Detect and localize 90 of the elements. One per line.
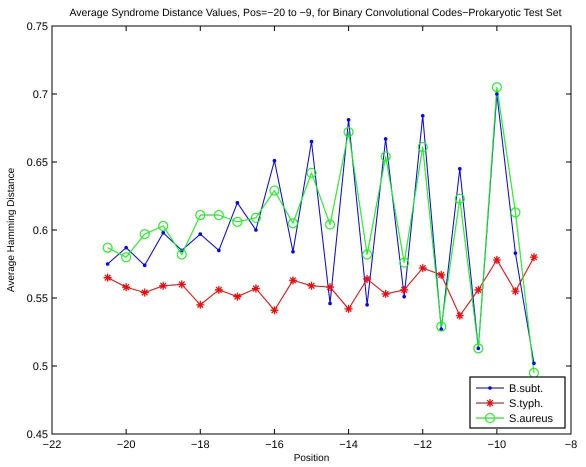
point [325,220,336,230]
point [254,228,258,232]
point [380,152,391,162]
point [399,258,410,268]
x-tick-label: −16 [265,439,284,451]
point [214,285,224,294]
point [251,284,260,294]
x-tick-label: −14 [339,439,358,451]
point [236,201,240,205]
point [454,194,465,204]
point [474,285,483,294]
point [514,251,518,255]
point [325,282,335,292]
y-tick-label: 0.55 [26,293,48,305]
x-tick-label: −12 [413,439,432,451]
point [346,118,350,122]
point [103,273,112,282]
point [140,229,150,240]
point [214,210,224,220]
point [288,276,298,285]
point [124,246,128,250]
legend-label: S.aureus [509,413,554,425]
point [362,274,372,284]
y-tick-label: 0.6 [32,225,48,237]
point [291,250,295,254]
point [140,288,150,298]
point [269,186,280,196]
point [436,270,446,280]
point [473,343,484,354]
x-tick-label: −22 [42,439,62,451]
point [161,230,166,235]
point [344,304,354,314]
y-tick-label: 0.75 [26,21,48,33]
point [510,207,520,218]
point [418,142,428,152]
point [121,252,132,262]
point [217,248,221,252]
point [492,82,502,92]
point [270,306,280,315]
point [400,285,409,294]
point [158,281,168,290]
point [495,92,499,96]
chart-title: Average Syndrome Distance Values, Pos=−20 to −9, for Binary Convolutional Codes−Prokaryotic Test Set [69,7,562,19]
point [122,282,131,292]
point [232,216,242,227]
point [418,263,428,273]
point [198,232,202,236]
x-tick-label: −20 [116,439,136,451]
point [532,361,536,366]
point [528,368,539,378]
point [176,249,187,260]
point [381,289,390,299]
y-tick-label: 0.5 [32,361,48,373]
point [142,264,146,268]
y-axis-title: Average Hamming Distance [6,167,17,292]
point [458,167,462,171]
x-tick-label: −18 [190,439,210,451]
point [196,300,205,310]
x-axis-title: Position [294,453,330,464]
point [328,302,332,306]
point [436,322,446,332]
x-tick-label: −8 [564,439,578,451]
point [232,292,242,302]
y-tick-label: 0.45 [26,429,48,441]
x-tick-label: −10 [488,439,506,451]
point [529,252,539,262]
point [158,220,168,231]
point [362,249,372,260]
point [272,158,276,162]
point [420,114,425,118]
point [102,242,113,253]
y-tick-label: 0.65 [26,157,48,169]
point [288,218,298,228]
point [492,255,502,265]
point [510,286,520,296]
point [310,140,314,144]
point [306,281,316,290]
point [344,127,354,138]
point [384,137,388,141]
point [455,311,464,320]
point [306,168,316,178]
y-tick-label: 0.7 [32,89,48,101]
legend-label: B.subt. [509,383,544,395]
point [106,262,110,266]
point [195,210,206,220]
point [402,294,406,298]
point [365,303,369,307]
point [250,212,261,223]
point [177,280,186,289]
legend-label: S.typh. [509,398,544,410]
